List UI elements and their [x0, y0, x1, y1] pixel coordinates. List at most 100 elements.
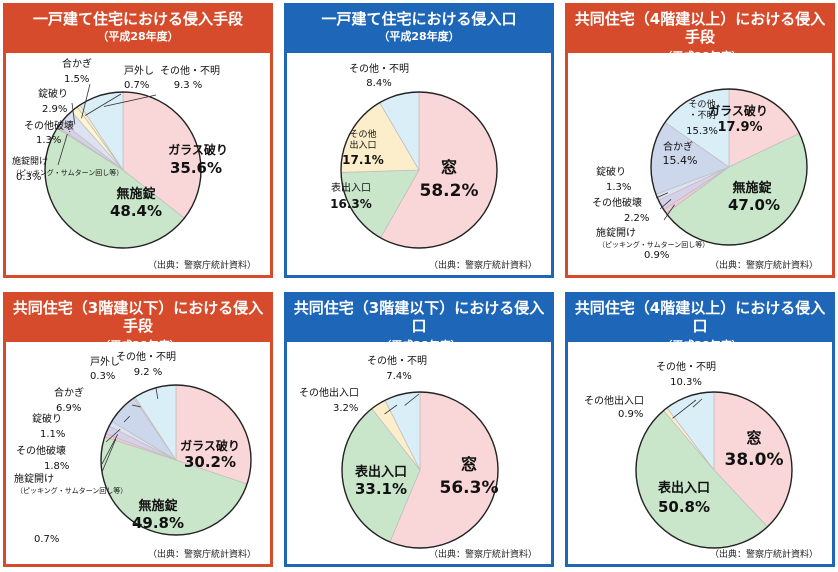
slice-label: 窓 — [441, 158, 457, 177]
slice-label: 窓 — [461, 455, 477, 474]
slice-label: 無施錠 — [116, 186, 156, 202]
slice-label: 錠破り — [32, 412, 62, 425]
slice-value-label: 7.4% — [386, 371, 411, 382]
slice-value-label: 9.3 % — [174, 80, 203, 91]
leader-line — [663, 204, 675, 221]
source-note: （出典：警察庁統計資料） — [428, 550, 537, 560]
leader-line — [672, 399, 697, 419]
slice-value-label: 30.2% — [184, 453, 236, 471]
slice-value-label: 0.7% — [124, 80, 149, 91]
slice-label: 施錠開け — [596, 226, 636, 239]
slice-value-label: 0.7% — [34, 534, 59, 545]
pie-chart: 窓 58.2% 表出入口 16.3% その他出入口 17.1% その他・不明 8.4% — [330, 62, 498, 249]
chart-title: 共同住宅（3階建以下）における侵入口 — [293, 299, 545, 335]
slice-value-label: 15.3% — [686, 126, 718, 137]
chart-title: 共同住宅（3階建以下）における侵入手段 — [12, 299, 264, 335]
slice-value-label: 0.9% — [618, 409, 643, 420]
leader-line — [71, 102, 76, 125]
slice-value-label: 38.0% — [725, 450, 784, 470]
slice-value-label: 0.3% — [90, 371, 115, 382]
slice-label: 無施錠 — [732, 180, 772, 196]
slice-label: その他出入口 — [584, 394, 644, 407]
slice-value-label: 2.2% — [624, 213, 649, 224]
leader-line — [131, 404, 141, 408]
slice-label: 合かぎ — [62, 57, 92, 70]
slice-label: ガラス破り — [180, 438, 240, 453]
chart-subtitle: （平成28年度） — [661, 339, 743, 352]
panel-header: 共同住宅（3階建以下）における侵入口 （平成28年度） — [287, 295, 551, 352]
chart-title: 共同住宅（4階建以上）における侵入口 — [574, 299, 826, 335]
panel-header: 共同住宅（4階建以上）における侵入口 （平成28年度） — [568, 295, 832, 352]
chart-subtitle: （平成28年度） — [99, 339, 181, 352]
slice-sublabel: （ピッキング・サムターン回し等） — [16, 486, 127, 495]
chart-subtitle: （平成28年度） — [380, 339, 462, 352]
chart-panel-house-entry: 一戸建て住宅における侵入口 （平成28年度） 窓 58.2% 表出入口 16.3% その… — [284, 3, 554, 278]
slice-label: 施錠開け — [12, 155, 48, 167]
pie-outline — [340, 91, 498, 249]
slice-label: 合かぎ — [54, 386, 84, 399]
chart-panel-apt4-method: 共同住宅（4階建以上）における侵入手段 （平成28年度） ガラス破り 17.9% 無… — [565, 3, 835, 278]
panel-header: 一戸建て住宅における侵入手段 （平成28年度） — [6, 6, 270, 53]
leader-line — [101, 434, 119, 465]
pie-outline — [341, 391, 499, 549]
slice-label: ・不明 — [688, 110, 715, 121]
leader-line — [155, 387, 159, 399]
slice-label: 表出入口 — [657, 480, 710, 496]
pie-chart: 窓 38.0% 表出入口 50.8% その他出入口 0.9% その他・不明 10.3% — [584, 360, 793, 549]
slice-value-label: 8.4% — [366, 78, 391, 89]
slice-label: 表出入口 — [331, 181, 371, 194]
slice-label: ガラス破り — [168, 142, 228, 157]
slice-value-label: 49.8% — [132, 514, 184, 532]
slice-label: 戸外し — [90, 356, 120, 368]
slice-label: その他破壊 — [16, 444, 66, 457]
leader-line — [103, 94, 157, 107]
slice-value-label: 1.3% — [606, 182, 631, 193]
leader-line — [404, 393, 420, 406]
slice-label: 錠破り — [596, 165, 626, 178]
slice-label: 無施錠 — [138, 498, 178, 514]
leader-line — [123, 415, 130, 423]
source-note: （出典：警察庁統計資料） — [147, 261, 256, 271]
slice-label: 窓 — [746, 429, 761, 447]
slice-value-label: 50.8% — [658, 498, 710, 516]
leader-line — [85, 93, 122, 116]
chart-subtitle: （平成28年度） — [378, 30, 460, 43]
leader-line — [384, 404, 398, 415]
pie-chart: ガラス破り35.6%無施錠48.4%施錠開け（ピッキング・サムターン回し等）0.… — [12, 57, 228, 249]
slice-value-label: 17.1% — [342, 153, 384, 167]
source-note: （出典：警察庁統計資料） — [709, 550, 818, 560]
slice-label: 錠破り — [38, 87, 68, 100]
chart-title: 共同住宅（4階建以上）における侵入手段 — [574, 10, 826, 46]
leader-line — [57, 133, 68, 166]
slice-value-label: 15.4% — [663, 154, 698, 167]
chart-panel-apt4-entry: 共同住宅（4階建以上）における侵入口 （平成28年度） 窓 38.0% 表出入口 50… — [565, 292, 835, 567]
source-note: （出典：警察庁統計資料） — [147, 550, 256, 560]
slice-value-label: 6.9% — [56, 403, 81, 414]
slice-label: 施錠開け — [14, 472, 54, 485]
slice-label: その他 — [688, 98, 715, 110]
slice-value-label: 1.5% — [64, 74, 89, 85]
source-note: （出典：警察庁統計資料） — [709, 261, 818, 271]
slice-label: その他・不明 — [116, 350, 176, 363]
leader-line — [68, 130, 71, 133]
slice-value-label: 1.1% — [40, 429, 65, 440]
chart-subtitle: （平成28年度） — [97, 30, 179, 43]
leader-line — [655, 192, 669, 199]
slice-label: 合かぎ — [663, 140, 693, 153]
chart-title: 一戸建て住宅における侵入手段 — [32, 10, 243, 28]
leader-line — [101, 438, 117, 473]
slice-label: その他・不明 — [160, 64, 220, 77]
slice-value-label: 1.8% — [44, 461, 69, 472]
slice-value-label: 58.2% — [420, 181, 479, 201]
slice-label: ガラス破り — [708, 103, 768, 118]
slice-value-label: 47.0% — [728, 196, 780, 214]
pie-outline — [44, 91, 202, 249]
pie-outline — [650, 88, 808, 246]
slice-label: その他・不明 — [656, 360, 716, 373]
leader-line — [659, 199, 672, 210]
slice-value-label: 16.3% — [330, 197, 372, 211]
slice-value-label: 0.3% — [16, 172, 41, 183]
chart-panel-apt3-entry: 共同住宅（3階建以下）における侵入口 （平成28年度） 窓 56.3% 表出入口 33… — [284, 292, 554, 567]
